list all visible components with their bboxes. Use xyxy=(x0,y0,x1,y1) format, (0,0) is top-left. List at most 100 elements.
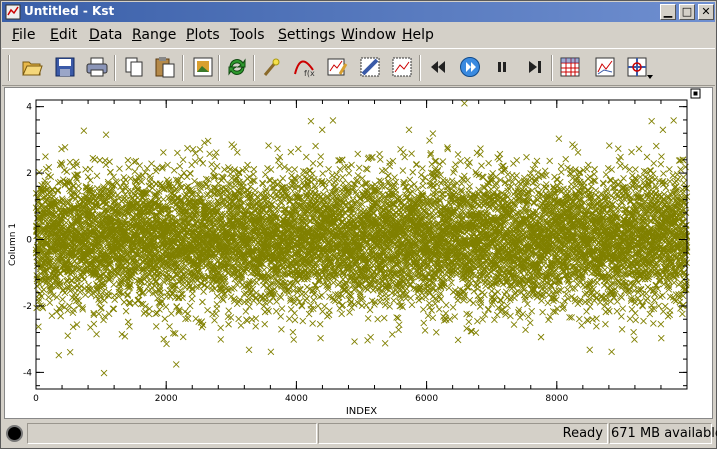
toolbar-separator xyxy=(218,55,220,81)
data-point xyxy=(93,172,101,180)
data-point xyxy=(179,294,186,302)
menu-label-rest: lots xyxy=(194,27,220,43)
skip-end-icon[interactable] xyxy=(521,54,547,80)
data-point xyxy=(212,310,220,318)
data-point xyxy=(106,158,113,166)
data-point xyxy=(208,160,215,168)
data-point xyxy=(291,166,299,173)
plot-icon[interactable] xyxy=(592,54,618,80)
reload-icon[interactable] xyxy=(224,54,250,80)
data-point xyxy=(316,160,324,168)
data-point xyxy=(124,318,132,326)
menu-settings[interactable]: Settings xyxy=(278,27,335,43)
plot-area[interactable]: 0 2000 4000 6000 8000 4 2 0 -2 -4 INDEX Column 1 xyxy=(4,87,713,419)
data-point xyxy=(179,156,187,163)
data-point xyxy=(166,323,173,330)
data-point xyxy=(92,292,100,300)
maximize-button[interactable]: □ xyxy=(679,4,695,20)
print-icon[interactable] xyxy=(84,54,110,80)
data-point xyxy=(272,307,280,315)
data-point xyxy=(326,307,333,314)
open-folder-icon[interactable] xyxy=(19,54,45,80)
menu-mnemonic: R xyxy=(132,27,142,43)
data-grid-icon[interactable] xyxy=(557,54,583,80)
menu-label-rest: ools xyxy=(236,27,265,43)
toolbar-grip[interactable] xyxy=(8,55,10,81)
data-point xyxy=(40,286,48,293)
menu-plots[interactable]: Plots xyxy=(186,27,220,43)
chevron-down-icon[interactable] xyxy=(647,75,653,79)
minimize-button[interactable]: ▁ xyxy=(660,4,676,20)
data-point xyxy=(47,173,55,181)
data-point xyxy=(109,305,117,313)
data-point xyxy=(152,323,160,330)
copy-icon[interactable] xyxy=(121,54,147,80)
data-point xyxy=(57,281,65,288)
data-point xyxy=(278,326,285,333)
data-point xyxy=(49,186,56,193)
data-point xyxy=(316,320,324,328)
data-point xyxy=(117,183,124,191)
data-point xyxy=(55,351,63,359)
data-point xyxy=(46,257,54,265)
data-point xyxy=(252,315,260,322)
data-point xyxy=(46,299,54,306)
data-point xyxy=(136,162,143,169)
data-point xyxy=(211,317,218,324)
data-point xyxy=(160,196,167,203)
data-point xyxy=(213,162,221,170)
data-point xyxy=(305,310,313,318)
menu-mnemonic: H xyxy=(402,27,413,43)
data-point xyxy=(198,323,206,331)
menu-label-rest: elp xyxy=(412,27,434,43)
menu-mnemonic: E xyxy=(50,27,59,43)
save-disk-icon[interactable] xyxy=(52,54,78,80)
data-point xyxy=(279,175,287,182)
menu-range[interactable]: Range xyxy=(132,27,176,43)
data-point xyxy=(56,178,64,186)
back-icon[interactable] xyxy=(425,54,451,80)
data-point xyxy=(121,332,129,340)
export-image-icon[interactable] xyxy=(190,54,216,80)
menu-data[interactable]: Data xyxy=(89,27,122,43)
data-point xyxy=(294,145,302,153)
menu-label-rest: dit xyxy=(58,27,78,43)
data-point xyxy=(309,159,317,167)
data-point xyxy=(122,307,130,315)
data-point xyxy=(186,302,194,310)
kst-app-icon[interactable] xyxy=(5,4,21,20)
data-point xyxy=(328,172,336,179)
layout-mode-icon[interactable] xyxy=(357,54,383,80)
menu-mnemonic: P xyxy=(186,27,195,43)
data-point xyxy=(265,142,272,149)
data-point xyxy=(230,143,238,151)
data-point xyxy=(225,307,233,314)
data-point xyxy=(102,131,110,138)
data-point xyxy=(47,288,55,295)
close-button[interactable]: ✕ xyxy=(698,4,714,20)
crosshair-icon[interactable] xyxy=(624,54,650,80)
curve-fit-icon[interactable]: f(x) xyxy=(291,54,317,80)
menu-help[interactable]: Help xyxy=(402,27,434,43)
zoom-mode-icon[interactable] xyxy=(389,54,415,80)
data-point xyxy=(170,166,178,174)
menu-file[interactable]: File xyxy=(12,27,35,43)
data-point xyxy=(199,159,207,167)
edit-plot-icon[interactable] xyxy=(324,54,350,80)
data-point xyxy=(54,186,62,194)
wand-icon[interactable] xyxy=(259,54,285,80)
data-point xyxy=(306,167,314,174)
data-point xyxy=(264,306,271,313)
data-point xyxy=(58,159,65,167)
data-point xyxy=(80,127,88,135)
menu-label-rest: ata xyxy=(99,27,123,43)
menu-tools[interactable]: Tools xyxy=(230,27,265,43)
menu-edit[interactable]: Edit xyxy=(50,27,77,43)
data-point xyxy=(261,320,269,328)
menu-window[interactable]: Window xyxy=(341,27,396,43)
play-forward-icon[interactable] xyxy=(457,54,483,80)
pause-icon[interactable] xyxy=(489,54,515,80)
paste-icon[interactable] xyxy=(152,54,178,80)
data-point xyxy=(49,292,57,299)
